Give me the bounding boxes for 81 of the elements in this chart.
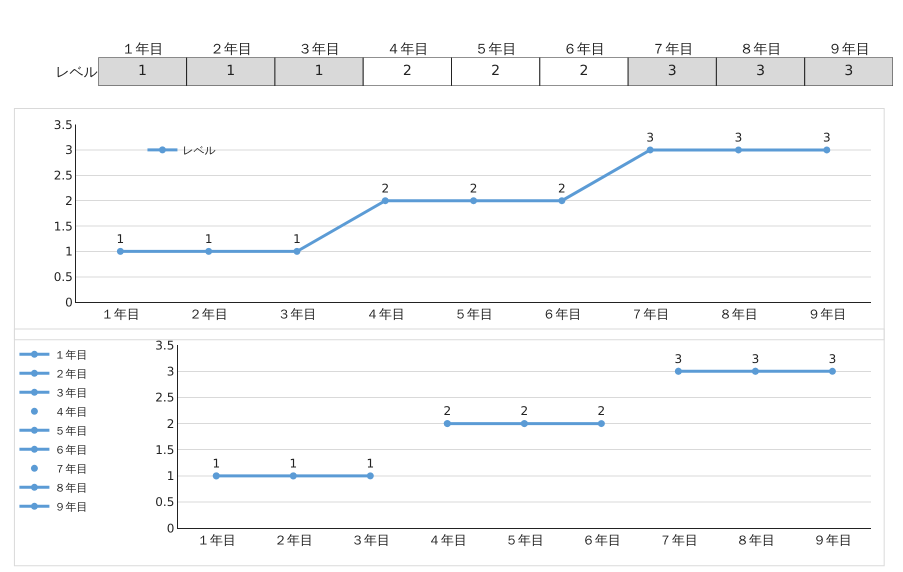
data-label: 2 (444, 404, 452, 418)
data-label: 2 (579, 63, 588, 80)
x-tick-label: ９年目 (807, 308, 846, 323)
x-tick-label: ８年目 (736, 534, 775, 549)
legend-label: １年目 (54, 348, 88, 362)
x-tick-label: ７年目 (630, 308, 670, 323)
x-tick-label: １年目 (121, 42, 164, 58)
text: 3 (734, 130, 742, 145)
data-label: 1 (138, 63, 147, 80)
x-tick-label: ４年目 (428, 534, 467, 549)
text: 2 (470, 181, 478, 196)
data-label: 1 (314, 63, 324, 80)
text: 2 (381, 181, 390, 196)
x-tick-label: ７年目 (658, 534, 698, 549)
y-tick-label: 0 (166, 521, 174, 536)
data-label: 1 (212, 456, 220, 470)
x-tick-label: ５年目 (454, 308, 494, 323)
data-label: 2 (598, 404, 606, 418)
text: 3 (822, 130, 831, 145)
x-tick-label: １年目 (100, 308, 140, 323)
legend-label: ４年目 (54, 406, 88, 419)
x-tick-label: ６年目 (562, 42, 605, 58)
x-tick-label: ３年目 (350, 534, 390, 549)
y-tick-label: 1 (65, 244, 73, 259)
x-tick-label: ５年目 (504, 534, 544, 549)
x-tick-label: ４年目 (366, 308, 405, 323)
x-tick-label: ７年目 (651, 42, 694, 58)
legend-label: レベル (182, 144, 216, 158)
x-tick-label: ３年目 (298, 42, 340, 58)
y-tick-label: 3.5 (54, 118, 73, 132)
x-tick-label: ６年目 (582, 534, 621, 549)
legend-label: ７年目 (54, 462, 88, 476)
y-tick-label: 2 (166, 416, 174, 431)
x-tick-label: ２年目 (189, 308, 228, 323)
x-tick-label: ９年目 (812, 534, 852, 549)
data-label: 3 (756, 63, 766, 80)
y-tick-label: レベル (55, 64, 98, 81)
legend-label: ９年目 (54, 500, 88, 514)
x-tick-label: ４年目 (386, 42, 428, 58)
x-tick-label: １年目 (196, 534, 236, 549)
y-tick-label: 2.5 (54, 168, 73, 183)
y-tick-label: 2.5 (155, 390, 174, 405)
y-tick-label: 3.5 (155, 338, 174, 352)
legend-label: ３年目 (54, 386, 88, 400)
x-tick-label: ９年目 (828, 42, 870, 58)
y-tick-label: 3 (65, 143, 73, 158)
y-tick-label: 1 (166, 469, 174, 484)
y-tick-label: 0.5 (54, 270, 73, 284)
legend-label: ６年目 (54, 444, 88, 457)
legend-label: ８年目 (54, 482, 88, 495)
y-tick-label: 0.5 (155, 495, 174, 510)
text: 1 (293, 232, 301, 246)
x-tick-label: ６年目 (542, 308, 582, 323)
x-tick-label: ８年目 (718, 308, 758, 323)
y-tick-label: 0 (65, 295, 73, 310)
data-label: 2 (491, 63, 500, 80)
x-tick-label: ８年目 (740, 42, 782, 58)
data-label: 3 (752, 352, 760, 366)
data-label: 2 (402, 63, 412, 80)
legend-label: ２年目 (54, 368, 88, 381)
data-label: 2 (520, 404, 528, 418)
y-tick-label: 3 (166, 364, 174, 379)
text: 3 (646, 130, 654, 145)
data-label: 3 (828, 352, 836, 366)
x-tick-label: ３年目 (277, 308, 316, 323)
x-tick-label: ５年目 (474, 42, 517, 58)
data-label: 3 (844, 63, 854, 80)
legend-label: ５年目 (54, 424, 88, 438)
data-label: 3 (674, 352, 682, 366)
text: 1 (116, 232, 124, 246)
y-tick-label: 2 (65, 194, 73, 208)
data-label: 1 (226, 63, 236, 80)
data-label: 3 (668, 63, 677, 80)
y-tick-label: 1.5 (155, 442, 174, 457)
text: 2 (558, 181, 566, 196)
text: 1 (204, 232, 212, 246)
data-label: 1 (289, 456, 298, 470)
x-tick-label: ２年目 (274, 534, 313, 549)
data-label: 1 (366, 456, 374, 470)
x-tick-label: ２年目 (210, 42, 252, 58)
y-tick-label: 1.5 (54, 219, 73, 234)
